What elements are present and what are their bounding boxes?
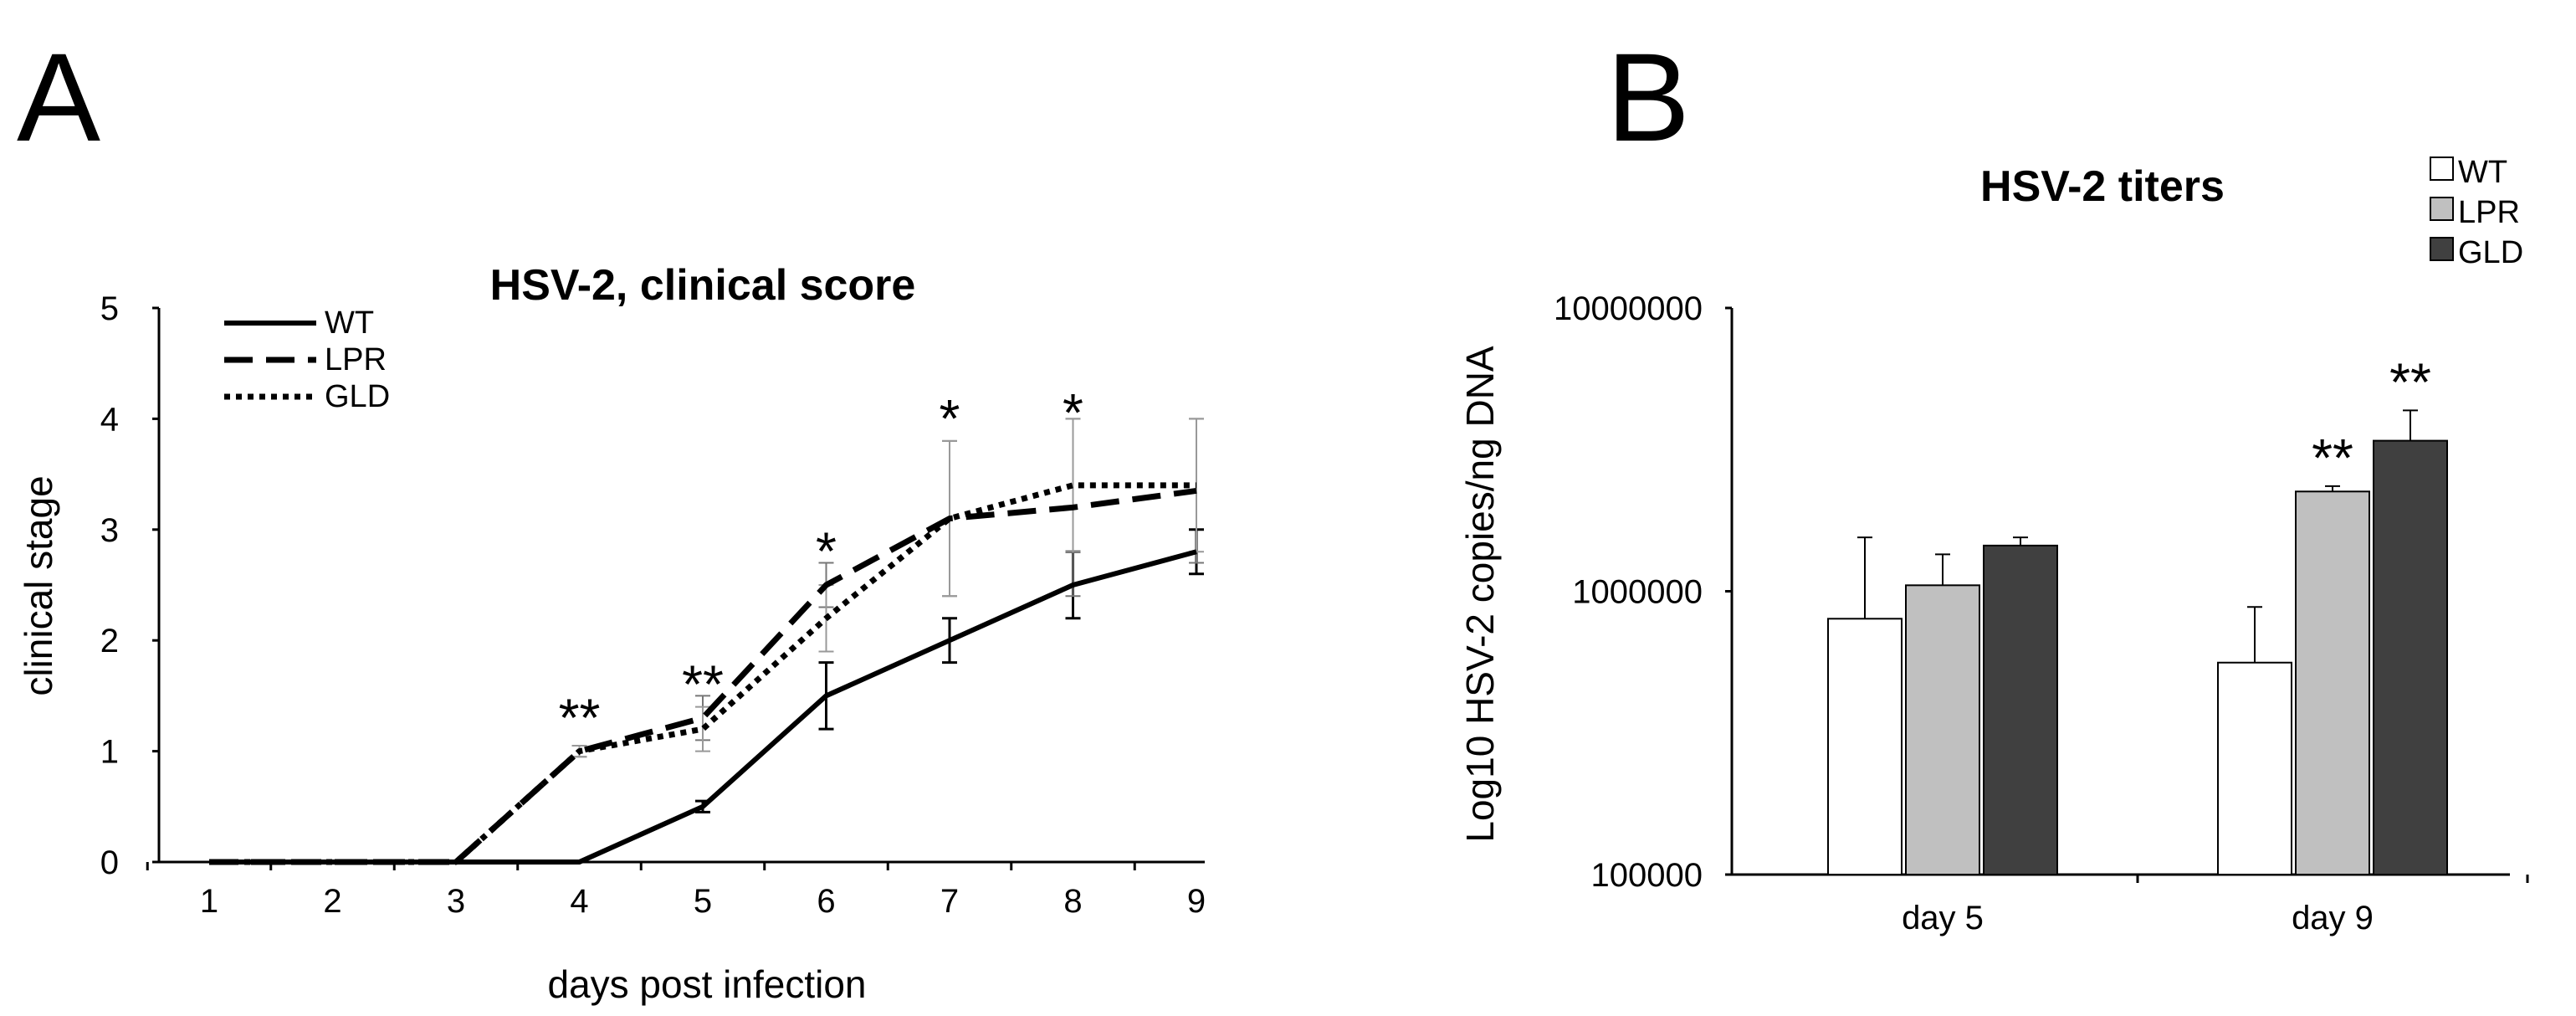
panel-letter-a: A	[17, 27, 100, 167]
chart-a-x-tick-label: 7	[940, 883, 959, 920]
chart-b-bar-gld	[1983, 544, 2058, 876]
chart-a-legend-label-gld: GLD	[325, 379, 390, 414]
chart-b-legend-swatch-gld	[2430, 237, 2454, 261]
chart-a-series-line-lpr	[209, 487, 1197, 865]
chart-a-significance-marker: *	[816, 521, 837, 582]
chart-a-x-tick-label: 2	[323, 883, 341, 920]
chart-b-significance-marker: **	[2389, 351, 2431, 412]
chart-b-legend-swatch-lpr	[2430, 197, 2454, 221]
chart-a-series-line-gld	[209, 482, 1196, 865]
chart-b-ylabel: Log10 HSV-2 copies/ng DNA	[1458, 346, 1502, 843]
chart-b-y-tick-label: 10000000	[1554, 290, 1703, 327]
chart-b-bar-lpr	[2295, 490, 2370, 875]
chart-a-significance-marker: **	[559, 687, 601, 747]
chart-b-significance-marker: **	[2312, 428, 2353, 488]
chart-a-significance-marker: *	[1063, 382, 1083, 443]
chart-a-x-tick-label: 3	[447, 883, 465, 920]
chart-b-category-label: day 9	[2292, 900, 2374, 936]
chart-a-x-tick-label: 1	[200, 883, 218, 920]
chart-b-bar-wt	[1827, 618, 1903, 875]
chart-a-y-tick-label: 3	[100, 512, 119, 549]
chart-b-bar-lpr	[1905, 584, 1980, 875]
chart-b-category-label: day 5	[1902, 900, 1984, 936]
chart-b-bar-gld	[2373, 439, 2448, 875]
panel-letter-b: B	[1606, 27, 1690, 167]
chart-a-legend-label-lpr: LPR	[325, 342, 387, 377]
chart-a-y-tick-label: 0	[100, 844, 119, 881]
chart-a-ylabel: clinical stage	[17, 475, 60, 695]
chart-b-y-tick-label: 100000	[1591, 857, 1703, 894]
chart-a-y-tick-label: 1	[100, 734, 119, 771]
chart-a-title: HSV-2, clinical score	[490, 261, 916, 310]
chart-a-legend-label-wt: WT	[325, 305, 374, 341]
chart-b-legend-label-gld: GLD	[2458, 235, 2523, 270]
chart-a-x-tick-label: 9	[1187, 883, 1206, 920]
chart-b-title: HSV-2 titers	[1980, 162, 2225, 211]
chart-b-y-tick-label: 1000000	[1572, 574, 1703, 611]
chart-b-plot: 100000 1000000 10000000 day 5 day 9 ** ** WT LPR…	[1554, 155, 2529, 936]
chart-a-x-tick-label: 4	[570, 883, 588, 920]
chart-a-significance-marker: **	[682, 654, 724, 715]
chart-a-xlabel: days post infection	[547, 962, 866, 1006]
chart-a-x-tick-label: 5	[694, 883, 712, 920]
chart-b-legend-label-lpr: LPR	[2458, 195, 2520, 230]
chart-a-x-tick-label: 6	[817, 883, 835, 920]
chart-b-legend-swatch-wt	[2430, 157, 2454, 181]
chart-a-y-tick-label: 5	[100, 290, 119, 327]
chart-b-bar-wt	[2217, 661, 2292, 875]
chart-b-legend-label-wt: WT	[2458, 155, 2507, 190]
chart-a-significance-marker: *	[940, 388, 960, 449]
chart-a-y-tick-label: 2	[100, 623, 119, 659]
chart-a-y-tick-label: 4	[100, 401, 119, 438]
chart-a-x-tick-label: 8	[1063, 883, 1082, 920]
